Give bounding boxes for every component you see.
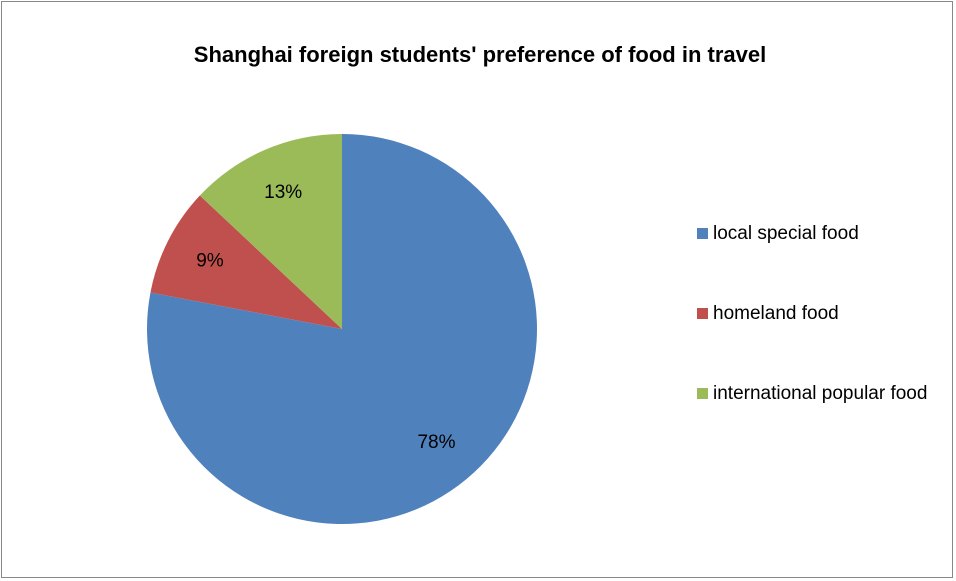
data-label: 9% <box>196 251 224 272</box>
pie-slice <box>146 134 537 524</box>
legend-swatch <box>697 308 708 319</box>
legend-swatch <box>697 228 708 239</box>
data-label: 13% <box>264 182 302 203</box>
legend: local special food homeland food internati… <box>697 218 947 410</box>
legend-entry: international popular food <box>697 378 947 410</box>
legend-swatch <box>697 388 708 399</box>
legend-label: international popular food <box>713 383 928 404</box>
pie-slice <box>199 134 342 329</box>
chart-title: Shanghai foreign students' preference of… <box>194 42 766 67</box>
legend-label: local special food <box>713 223 859 244</box>
legend-entry: homeland food <box>697 298 947 330</box>
data-label: 78% <box>417 432 455 453</box>
legend-label: homeland food <box>713 303 839 324</box>
pie-slice <box>150 195 342 329</box>
legend-entry: local special food <box>697 218 947 250</box>
